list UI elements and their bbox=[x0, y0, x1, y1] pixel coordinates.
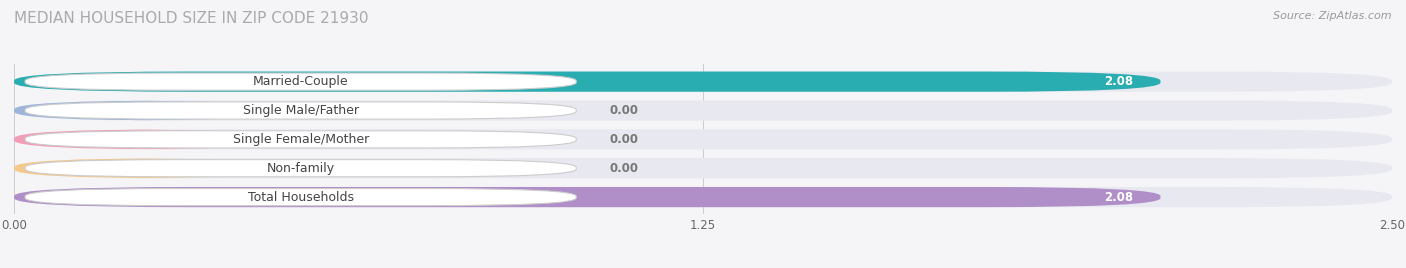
FancyBboxPatch shape bbox=[14, 129, 1392, 150]
FancyBboxPatch shape bbox=[25, 73, 576, 90]
FancyBboxPatch shape bbox=[14, 158, 1392, 178]
Text: Single Female/Mother: Single Female/Mother bbox=[232, 133, 368, 146]
FancyBboxPatch shape bbox=[14, 187, 1160, 207]
FancyBboxPatch shape bbox=[25, 188, 576, 206]
Text: 0.00: 0.00 bbox=[609, 104, 638, 117]
FancyBboxPatch shape bbox=[25, 160, 576, 177]
Text: Non-family: Non-family bbox=[267, 162, 335, 175]
Text: Source: ZipAtlas.com: Source: ZipAtlas.com bbox=[1274, 11, 1392, 21]
Text: 0.00: 0.00 bbox=[609, 133, 638, 146]
Text: 0.00: 0.00 bbox=[609, 162, 638, 175]
FancyBboxPatch shape bbox=[14, 187, 1392, 207]
Text: MEDIAN HOUSEHOLD SIZE IN ZIP CODE 21930: MEDIAN HOUSEHOLD SIZE IN ZIP CODE 21930 bbox=[14, 11, 368, 26]
FancyBboxPatch shape bbox=[25, 131, 576, 148]
Text: Total Households: Total Households bbox=[247, 191, 354, 204]
FancyBboxPatch shape bbox=[25, 102, 576, 119]
FancyBboxPatch shape bbox=[14, 72, 1392, 92]
Text: Single Male/Father: Single Male/Father bbox=[243, 104, 359, 117]
FancyBboxPatch shape bbox=[14, 72, 1160, 92]
Text: 2.08: 2.08 bbox=[1104, 191, 1133, 204]
FancyBboxPatch shape bbox=[14, 158, 274, 178]
Text: Married-Couple: Married-Couple bbox=[253, 75, 349, 88]
FancyBboxPatch shape bbox=[14, 100, 274, 121]
Text: 2.08: 2.08 bbox=[1104, 75, 1133, 88]
FancyBboxPatch shape bbox=[14, 129, 274, 150]
FancyBboxPatch shape bbox=[14, 100, 1392, 121]
